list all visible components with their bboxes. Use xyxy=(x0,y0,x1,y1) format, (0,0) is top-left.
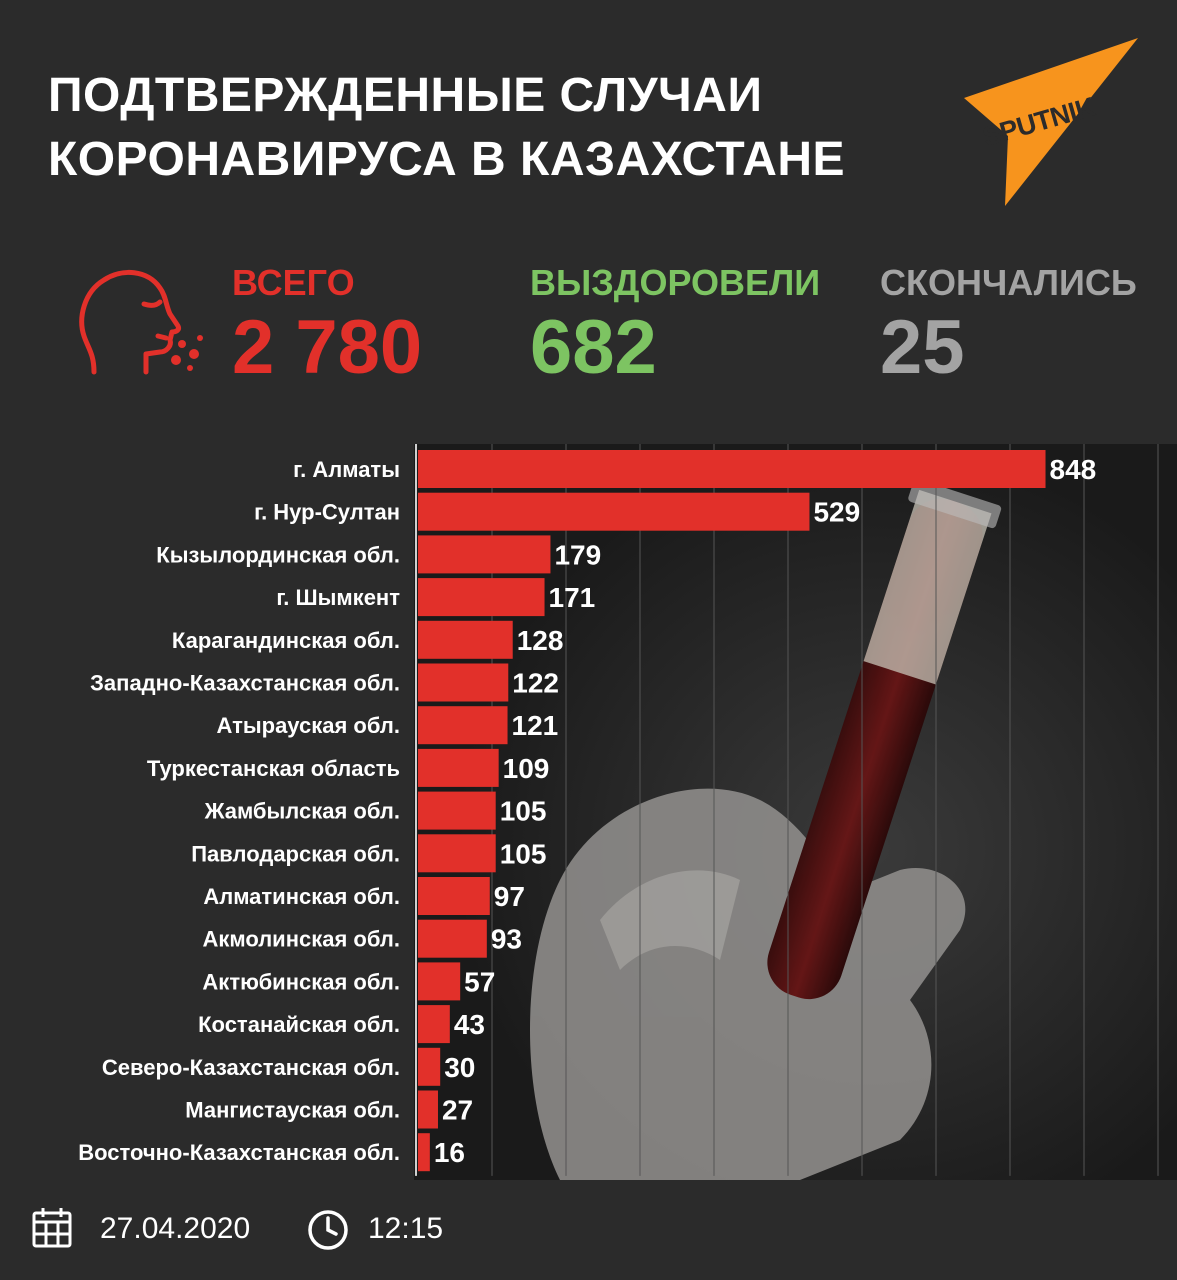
title-line-1: ПОДТВЕРЖДЕННЫЕ СЛУЧАИ xyxy=(48,69,763,122)
data-label: 57 xyxy=(464,966,495,997)
bar xyxy=(418,962,461,1001)
category-label: Атырауская обл. xyxy=(216,713,400,738)
sneezing-head-icon xyxy=(79,269,203,375)
data-label: 109 xyxy=(503,753,550,784)
footer: 27.04.2020 12:15 xyxy=(0,1206,1177,1256)
bar xyxy=(418,492,810,531)
category-label: Западно-Казахстанская обл. xyxy=(90,671,400,696)
bar xyxy=(418,919,487,958)
bar-chart-svg: г. Алматы 848 г. Нур-Султан 529 Кызылординск… xyxy=(78,444,1177,1180)
data-label: 105 xyxy=(500,838,547,869)
bar xyxy=(418,620,513,659)
bar xyxy=(418,1047,441,1086)
bar xyxy=(418,791,496,830)
data-label: 105 xyxy=(500,796,547,827)
category-label: Карагандинская обл. xyxy=(172,628,400,653)
calendar-icon xyxy=(32,1208,72,1248)
clock-icon xyxy=(308,1210,348,1250)
cases-by-region-chart: г. Алматы 848 г. Нур-Султан 529 Кызылординск… xyxy=(0,440,1177,1180)
category-label: Северо-Казахстанская обл. xyxy=(102,1055,400,1080)
bar xyxy=(418,1133,430,1172)
deaths-value: 25 xyxy=(880,305,965,390)
data-label: 171 xyxy=(549,582,596,613)
test-tube-photo xyxy=(530,478,1002,1180)
data-label: 179 xyxy=(554,539,601,570)
date-text: 27.04.2020 xyxy=(100,1212,251,1245)
bar xyxy=(418,877,490,915)
total-value: 2 780 xyxy=(232,305,423,390)
category-label: г. Алматы xyxy=(293,457,400,482)
data-label: 93 xyxy=(491,924,522,955)
data-label: 16 xyxy=(434,1137,465,1168)
category-label: г. Нур-Султан xyxy=(254,500,400,525)
data-label: 27 xyxy=(442,1095,473,1126)
category-label: Кызылординская обл. xyxy=(156,542,400,567)
data-label: 43 xyxy=(454,1009,485,1040)
bar xyxy=(418,1090,438,1129)
data-label: 122 xyxy=(512,668,559,699)
bar xyxy=(418,834,496,873)
page-title: ПОДТВЕРЖДЕННЫЕ СЛУЧАИ КОРОНАВИРУСА В КАЗ… xyxy=(48,64,845,192)
category-label: г. Шымкент xyxy=(276,585,400,610)
data-label: 848 xyxy=(1050,454,1097,485)
bar xyxy=(418,535,551,574)
recovered-label: ВЫЗДОРОВЕЛИ xyxy=(530,262,821,303)
category-label: Мангистауская обл. xyxy=(185,1098,400,1123)
data-label: 121 xyxy=(512,710,559,741)
bar xyxy=(418,706,508,745)
bar xyxy=(418,748,499,787)
recovered-value: 682 xyxy=(530,305,657,390)
category-label: Павлодарская обл. xyxy=(191,841,400,866)
bar xyxy=(418,578,545,617)
bar xyxy=(418,663,509,702)
category-label: Туркестанская область xyxy=(147,756,400,781)
category-label: Акмолинская обл. xyxy=(202,927,400,952)
category-label: Костанайская обл. xyxy=(198,1012,400,1037)
data-label: 529 xyxy=(813,497,860,528)
data-label: 30 xyxy=(444,1052,475,1083)
deaths-label: СКОНЧАЛИСЬ xyxy=(880,262,1137,303)
data-label: 128 xyxy=(517,625,564,656)
category-label: Актюбинская обл. xyxy=(202,969,400,994)
total-label: ВСЕГО xyxy=(232,262,355,303)
title-line-2: КОРОНАВИРУСА В КАЗАХСТАНЕ xyxy=(48,133,846,186)
category-label: Восточно-Казахстанская обл. xyxy=(78,1140,400,1165)
category-label: Алматинская обл. xyxy=(203,884,400,909)
bar xyxy=(418,450,1046,488)
time-text: 12:15 xyxy=(368,1212,444,1245)
bar xyxy=(418,1005,450,1044)
sputnik-logo: SPUTNIK xyxy=(964,38,1138,206)
data-label: 97 xyxy=(494,881,525,912)
category-label: Жамбылская обл. xyxy=(204,799,400,824)
